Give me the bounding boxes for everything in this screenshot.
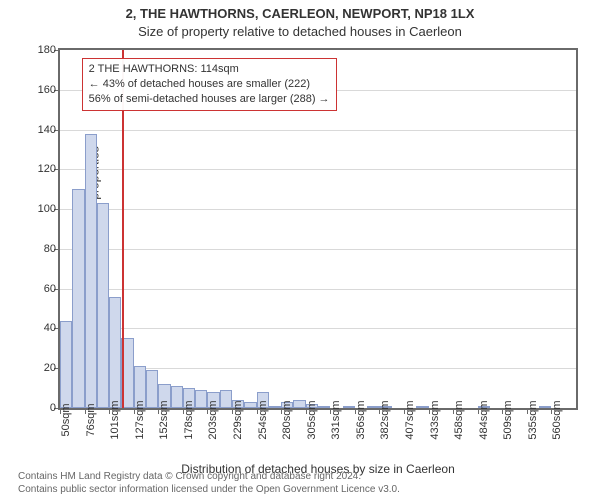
y-tick: 120 xyxy=(26,163,56,175)
y-tick: 40 xyxy=(26,322,56,334)
histogram-bar xyxy=(72,189,84,408)
x-tick: 407sqm xyxy=(404,400,416,439)
plot-area: Number of detached properties 0204060801… xyxy=(58,48,578,410)
x-tick: 101sqm xyxy=(109,400,121,439)
histogram-bar xyxy=(195,390,207,408)
x-tick: 535sqm xyxy=(527,400,539,439)
histogram-bar xyxy=(220,390,232,408)
histogram-bar xyxy=(97,203,109,408)
histogram-bar xyxy=(269,406,281,408)
histogram-bar xyxy=(60,321,72,409)
y-tick: 100 xyxy=(26,203,56,215)
x-tick: 76sqm xyxy=(85,403,97,436)
y-tick: 180 xyxy=(26,44,56,56)
histogram-bar xyxy=(109,297,121,408)
x-tick: 254sqm xyxy=(257,400,269,439)
x-tick: 331sqm xyxy=(330,400,342,439)
y-tick: 60 xyxy=(26,283,56,295)
x-tick: 458sqm xyxy=(453,400,465,439)
histogram-bar xyxy=(293,400,305,408)
x-tick: 280sqm xyxy=(281,400,293,439)
y-tick: 20 xyxy=(26,362,56,374)
x-tick: 560sqm xyxy=(551,400,563,439)
histogram-bar xyxy=(416,406,428,408)
x-tick: 152sqm xyxy=(158,400,170,439)
annot-line1: 2 THE HAWTHORNS: 114sqm xyxy=(89,62,330,77)
chart-title-address: 2, THE HAWTHORNS, CAERLEON, NEWPORT, NP1… xyxy=(0,6,600,21)
x-tick: 382sqm xyxy=(379,400,391,439)
attribution-footer: Contains HM Land Registry data © Crown c… xyxy=(18,470,400,496)
x-tick: 127sqm xyxy=(134,400,146,439)
histogram-bar xyxy=(171,386,183,408)
annot-line3: 56% of semi-detached houses are larger (… xyxy=(89,92,330,107)
chart-title-desc: Size of property relative to detached ho… xyxy=(0,24,600,39)
y-tick: 80 xyxy=(26,243,56,255)
annot-line2: ← 43% of detached houses are smaller (22… xyxy=(89,77,330,92)
x-tick: 484sqm xyxy=(478,400,490,439)
footer-line1: Contains HM Land Registry data © Crown c… xyxy=(18,470,400,483)
histogram-bar xyxy=(85,134,97,408)
histogram-bar xyxy=(146,370,158,408)
footer-line2: Contains public sector information licen… xyxy=(18,483,400,496)
y-tick: 160 xyxy=(26,84,56,96)
x-tick: 509sqm xyxy=(502,400,514,439)
x-tick: 50sqm xyxy=(60,403,72,436)
histogram-bar xyxy=(244,402,256,408)
histogram-bar xyxy=(318,406,330,408)
x-tick: 203sqm xyxy=(207,400,219,439)
x-tick: 305sqm xyxy=(306,400,318,439)
histogram-bar xyxy=(367,406,379,408)
x-tick: 356sqm xyxy=(355,400,367,439)
x-tick: 178sqm xyxy=(183,400,195,439)
histogram-bar xyxy=(343,406,355,408)
x-tick: 229sqm xyxy=(232,400,244,439)
property-annotation-box: 2 THE HAWTHORNS: 114sqm ← 43% of detache… xyxy=(82,58,337,111)
y-tick: 140 xyxy=(26,124,56,136)
histogram-bar xyxy=(539,406,551,408)
x-tick: 433sqm xyxy=(429,400,441,439)
y-tick: 0 xyxy=(26,402,56,414)
